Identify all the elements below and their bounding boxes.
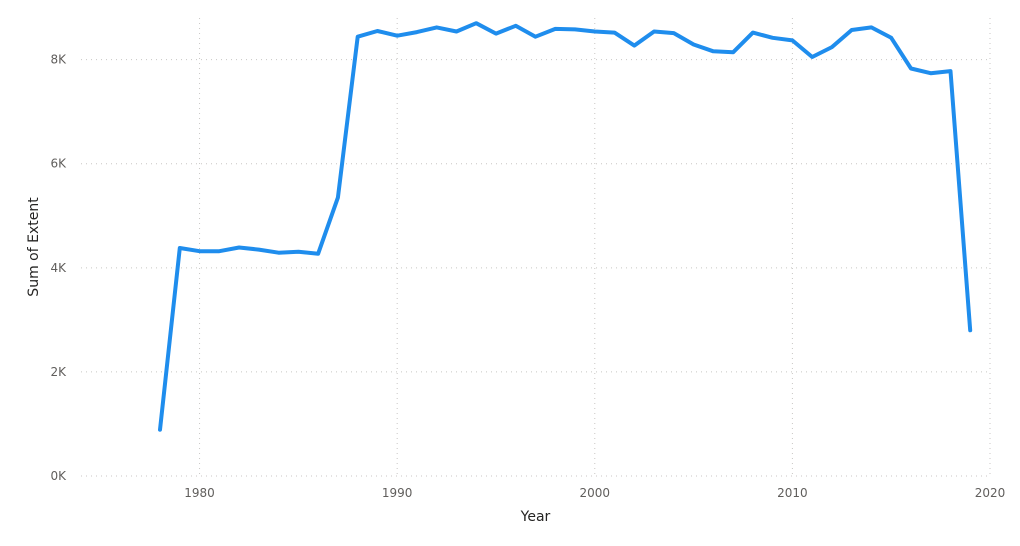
data-point xyxy=(771,36,775,40)
data-point xyxy=(830,45,834,49)
x-tick-label: 1990 xyxy=(382,486,413,500)
y-axis-ticks: 0K 2K 4K 6K 8K xyxy=(50,53,67,483)
data-point xyxy=(316,252,320,256)
data-point xyxy=(178,246,182,250)
data-point xyxy=(593,30,597,34)
data-point xyxy=(217,249,221,253)
data-point xyxy=(889,36,893,40)
data-point xyxy=(553,27,557,31)
data-point xyxy=(751,31,755,35)
data-point xyxy=(435,25,439,29)
y-tick-label: 0K xyxy=(50,469,67,483)
data-point xyxy=(158,428,162,432)
y-tick-label: 2K xyxy=(50,365,67,379)
data-point xyxy=(277,251,281,255)
data-point xyxy=(395,34,399,38)
data-point xyxy=(672,31,676,35)
data-point xyxy=(731,50,735,54)
data-point xyxy=(613,31,617,35)
data-point xyxy=(534,35,537,39)
data-point xyxy=(356,35,360,39)
data-point xyxy=(810,55,814,59)
data-point xyxy=(909,66,913,70)
y-tick-label: 8K xyxy=(50,53,67,67)
x-tick-label: 2010 xyxy=(777,486,808,500)
data-point xyxy=(968,328,972,332)
data-point xyxy=(692,43,696,47)
data-point xyxy=(514,24,518,28)
x-axis-ticks: 1980 1990 2000 2010 2020 xyxy=(184,486,1005,500)
series-line xyxy=(158,21,973,432)
data-point xyxy=(850,28,854,32)
data-point xyxy=(652,30,656,34)
data-point xyxy=(474,21,478,25)
x-axis-title: Year xyxy=(520,509,551,525)
data-point xyxy=(336,196,340,200)
data-point xyxy=(869,25,873,29)
data-point xyxy=(711,49,715,53)
y-tick-label: 4K xyxy=(50,261,67,275)
data-point xyxy=(632,44,636,48)
data-point xyxy=(296,250,300,254)
data-point xyxy=(375,29,379,33)
y-tick-label: 6K xyxy=(50,157,67,171)
x-tick-label: 2020 xyxy=(975,486,1006,500)
y-axis-title: Sum of Extent xyxy=(26,197,42,297)
data-point xyxy=(494,32,498,36)
data-point xyxy=(573,27,577,31)
data-point xyxy=(257,248,261,252)
series-layer xyxy=(158,21,973,432)
data-point xyxy=(948,69,952,73)
data-point xyxy=(790,38,794,42)
x-tick-label: 1980 xyxy=(184,486,215,500)
data-point xyxy=(237,246,241,250)
x-tick-label: 2000 xyxy=(580,486,611,500)
data-point xyxy=(454,30,458,34)
data-point xyxy=(415,30,419,34)
data-point xyxy=(198,249,202,253)
gridlines xyxy=(81,18,991,477)
data-point xyxy=(929,71,933,75)
